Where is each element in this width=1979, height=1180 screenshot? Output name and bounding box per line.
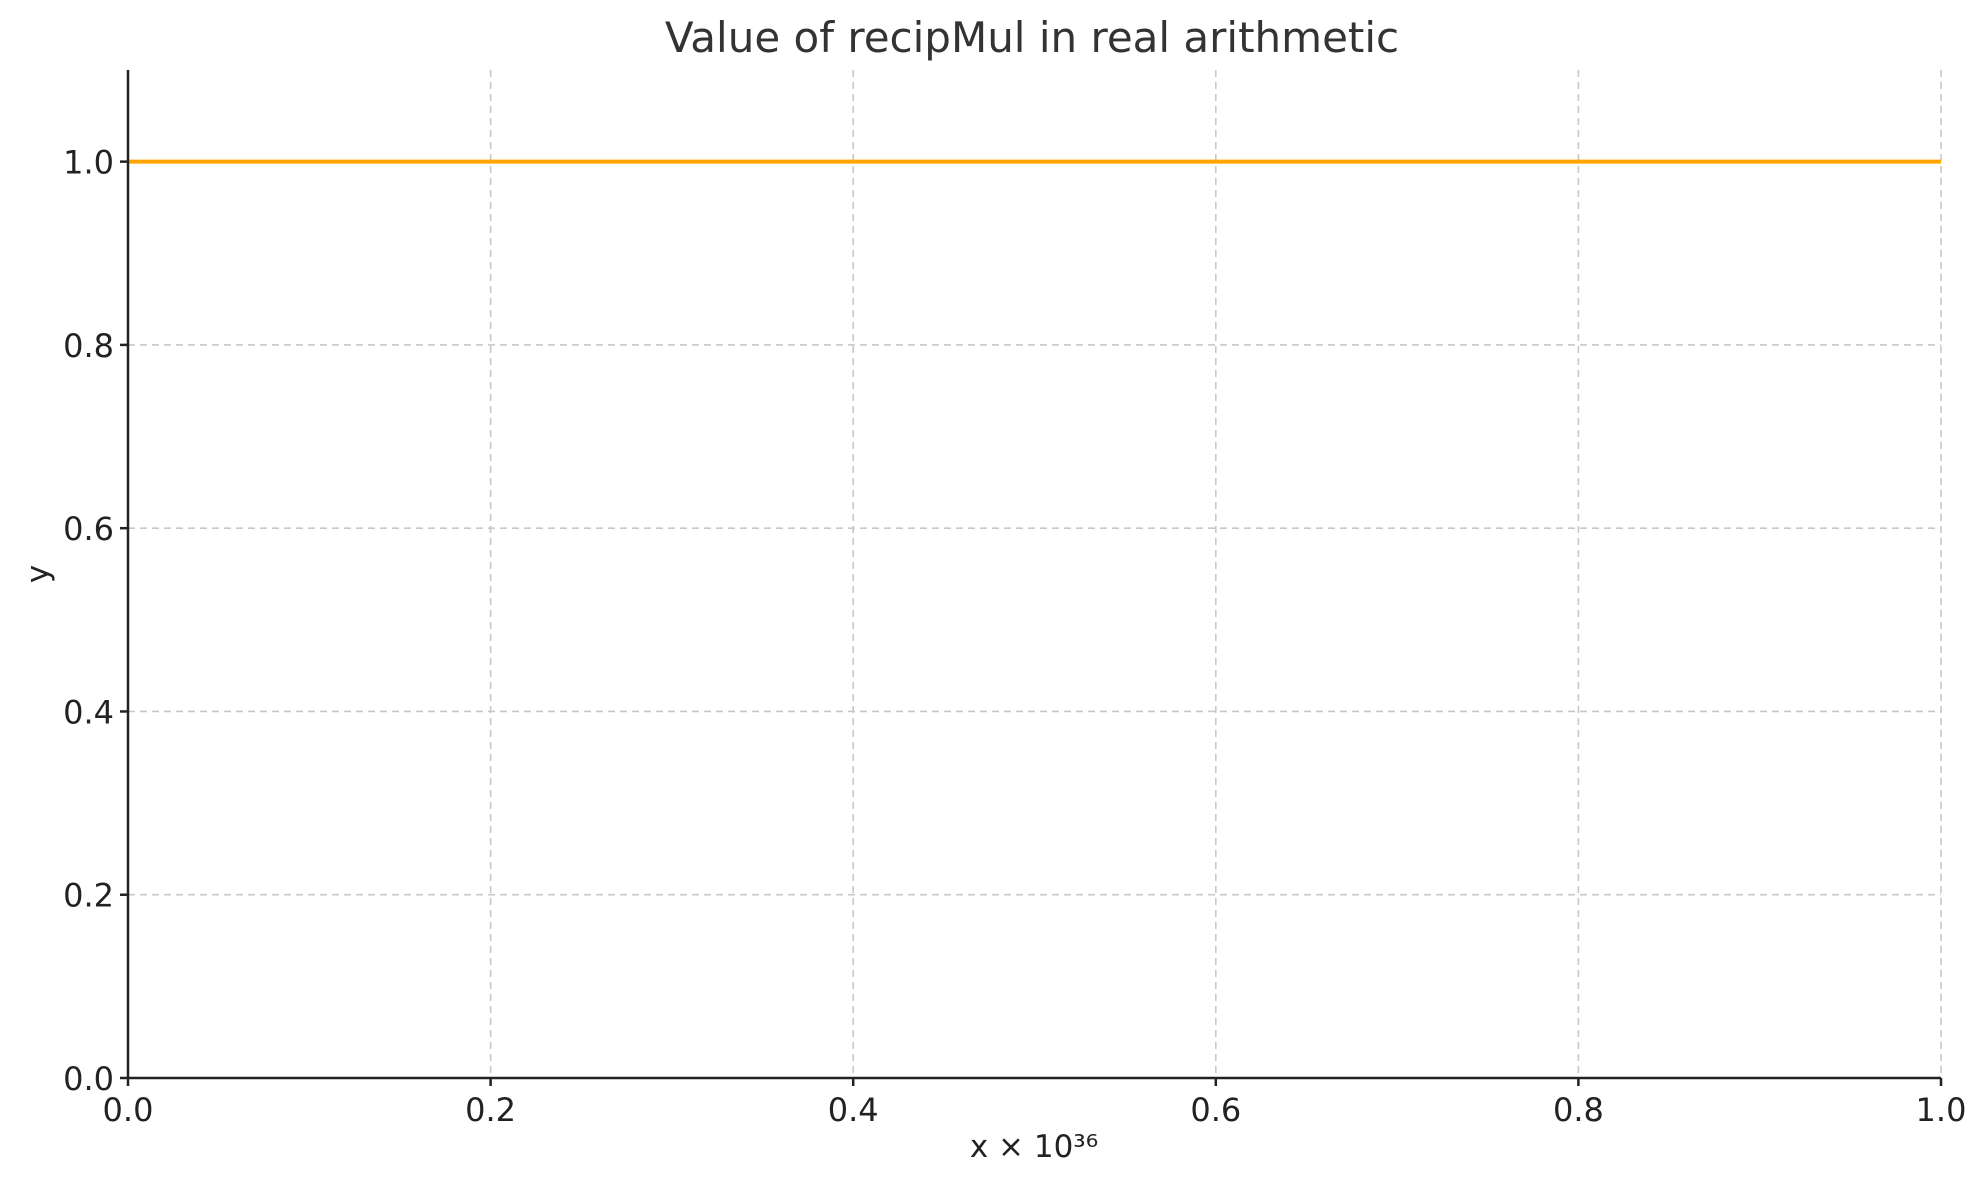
y-tick-label: 0.4	[63, 693, 114, 731]
y-axis-label: y	[20, 565, 56, 583]
x-tick-label: 0.0	[103, 1091, 154, 1129]
x-tick-label: 0.6	[1190, 1091, 1241, 1129]
chart-title: Value of recipMul in real arithmetic	[665, 13, 1399, 62]
y-tick-label: 0.6	[63, 510, 114, 548]
x-axis-ticks: 0.0 0.2 0.4 0.6 0.8 1.0	[103, 1078, 1967, 1129]
y-tick-label: 1.0	[63, 144, 114, 182]
x-tick-label: 0.4	[828, 1091, 879, 1129]
x-tick-label: 1.0	[1916, 1091, 1967, 1129]
y-tick-label: 0.8	[63, 327, 114, 365]
y-axis-ticks: 0.0 0.2 0.4 0.6 0.8 1.0	[63, 144, 128, 1098]
x-tick-label: 0.2	[465, 1091, 516, 1129]
y-tick-label: 0.2	[63, 877, 114, 915]
x-axis-label: x × 10³⁶	[970, 1129, 1098, 1165]
y-tick-label: 0.0	[63, 1060, 114, 1098]
x-tick-label: 0.8	[1553, 1091, 1604, 1129]
